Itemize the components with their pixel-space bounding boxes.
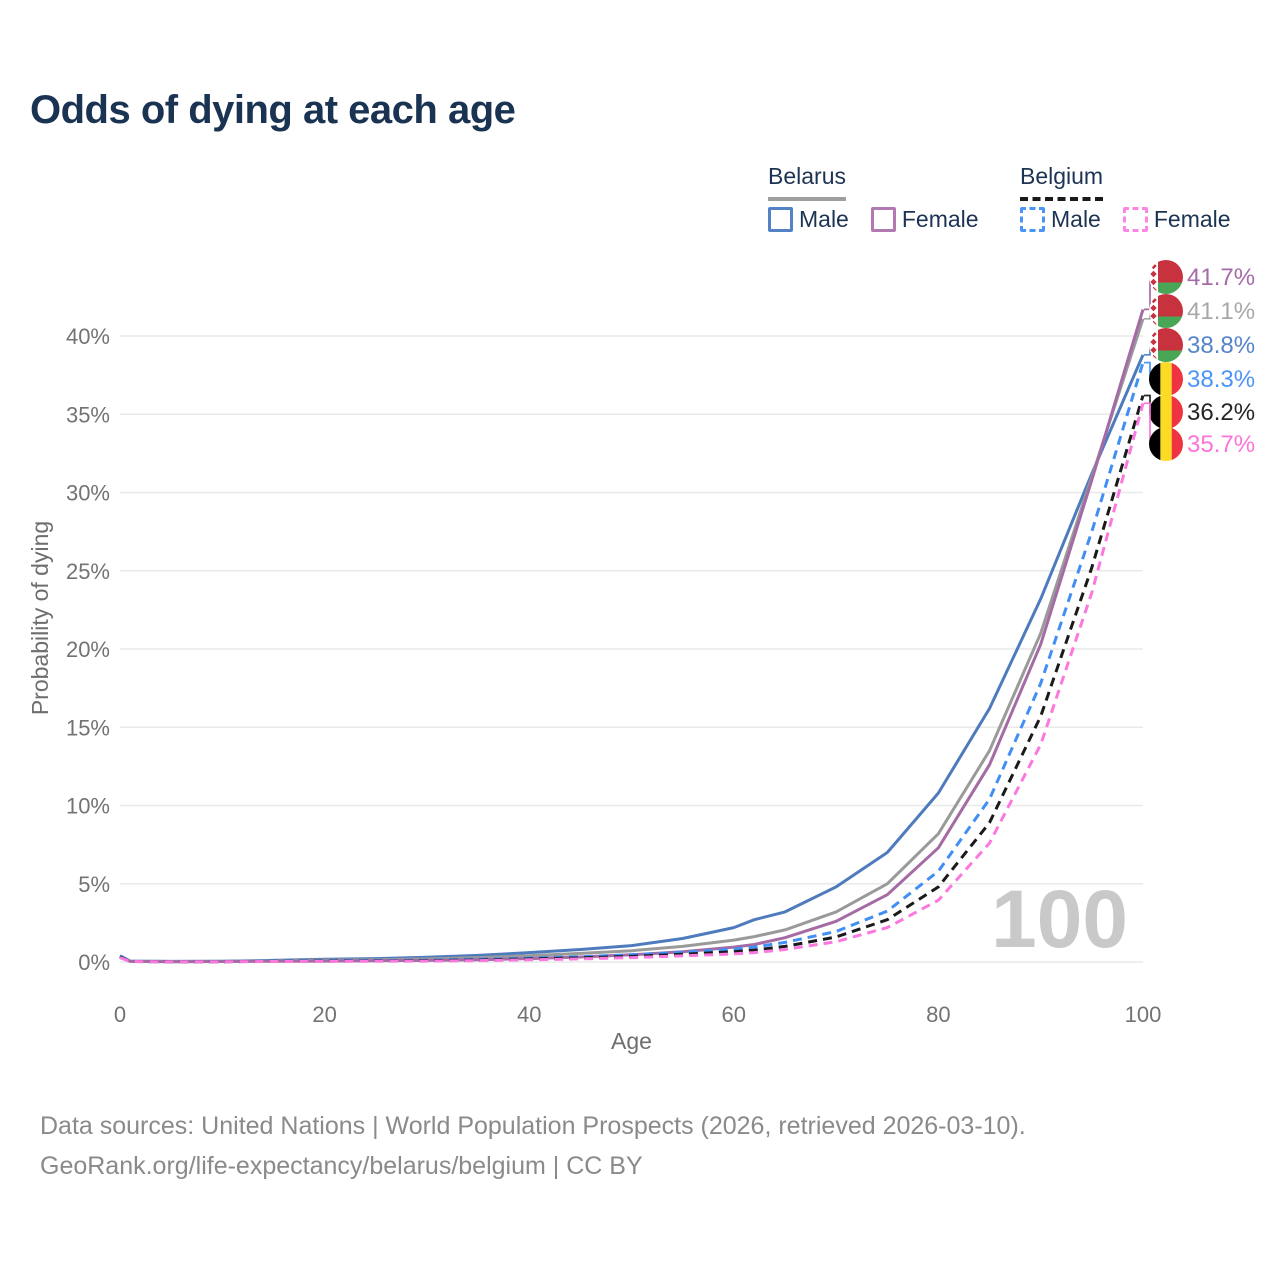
svg-text:80: 80 [926,1002,950,1027]
flag-belarus-icon [1149,294,1183,328]
solid-line-swatch-icon [870,207,896,232]
svg-text:40%: 40% [66,324,110,349]
legend-item-belgium-male[interactable]: Male [1020,206,1101,233]
end-label-belarus-both: 41.1% [1144,294,1255,328]
data-sources-text: Data sources: United Nations | World Pop… [40,1112,1026,1140]
end-label-belgium-male: 38.3% [1144,361,1255,396]
flag-belgium-icon [1149,427,1183,461]
flag-belarus-icon [1149,260,1183,294]
y-axis-title: Probability of dying [27,521,53,715]
svg-text:20: 20 [312,1002,336,1027]
series-line-belgium-male [119,362,1145,964]
end-label-value: 41.7% [1187,264,1255,291]
svg-text:35%: 35% [66,402,110,427]
flag-belgium-icon [1149,395,1183,429]
svg-text:0%: 0% [78,950,110,975]
x-axis-title: Age [611,1028,652,1054]
legend-country-belgium: Belgium [1020,163,1104,201]
age-watermark: 100 [991,874,1128,965]
series-line-belgium-female [119,402,1145,964]
flag-belarus-icon [1149,328,1183,362]
legend-group-belgium: Belgium Male Female [1020,163,1231,233]
end-label-belarus-female: 41.7% [1144,260,1255,311]
legend-country-belarus: Belarus [768,163,846,201]
svg-text:5%: 5% [78,872,110,897]
legend-group-belarus: Belarus Male Female [768,163,979,233]
series-line-belarus-both [119,318,1145,963]
series-line-belarus-female [119,308,1145,964]
legend-item-belarus-female[interactable]: Female [870,206,979,233]
end-label-value: 41.1% [1187,298,1255,325]
svg-text:60: 60 [722,1002,746,1027]
end-label-value: 38.8% [1187,332,1255,359]
legend-item-belgium-female[interactable]: Female [1122,206,1231,233]
page-title: Odds of dying at each age [30,88,516,132]
end-label-belgium-both: 36.2% [1144,394,1255,429]
y-axis-tick-labels: 0% 5% 10% 15% 20% 25% 30% 35% 40% [66,324,110,975]
x-axis-tick-labels: 0 20 40 60 80 100 [114,1002,1161,1027]
svg-text:25%: 25% [66,559,110,584]
dashed-line-swatch-icon [1122,207,1148,232]
series-line-belarus-male [119,354,1145,963]
end-label-belgium-female: 35.7% [1144,402,1255,461]
legend-item-label: Female [1153,206,1231,232]
solid-line-swatch-icon [768,207,793,232]
legend-item-label: Male [1051,206,1101,232]
svg-text:0: 0 [114,1002,126,1027]
footer: Data sources: United Nations | World Pop… [40,1106,1026,1186]
source-url-text: GeoRank.org/life-expectancy/belarus/belg… [40,1152,643,1180]
end-label-belarus-male: 38.8% [1144,328,1255,362]
end-label-value: 38.3% [1187,366,1255,393]
dashed-line-swatch-icon [1020,207,1045,232]
svg-text:10%: 10% [66,794,110,819]
end-label-value: 35.7% [1187,431,1255,458]
svg-text:20%: 20% [66,637,110,662]
svg-text:40: 40 [517,1002,541,1027]
svg-text:30%: 30% [66,481,110,506]
end-label-value: 36.2% [1187,399,1255,426]
legend-item-belarus-male[interactable]: Male [768,206,849,233]
svg-text:100: 100 [1125,1002,1162,1027]
svg-text:15%: 15% [66,715,110,740]
series-line-belgium-both [119,395,1145,964]
legend-item-label: Female [901,206,979,232]
flag-belgium-icon [1149,362,1183,396]
legend-item-label: Male [799,206,849,232]
gridlines [120,335,1143,963]
